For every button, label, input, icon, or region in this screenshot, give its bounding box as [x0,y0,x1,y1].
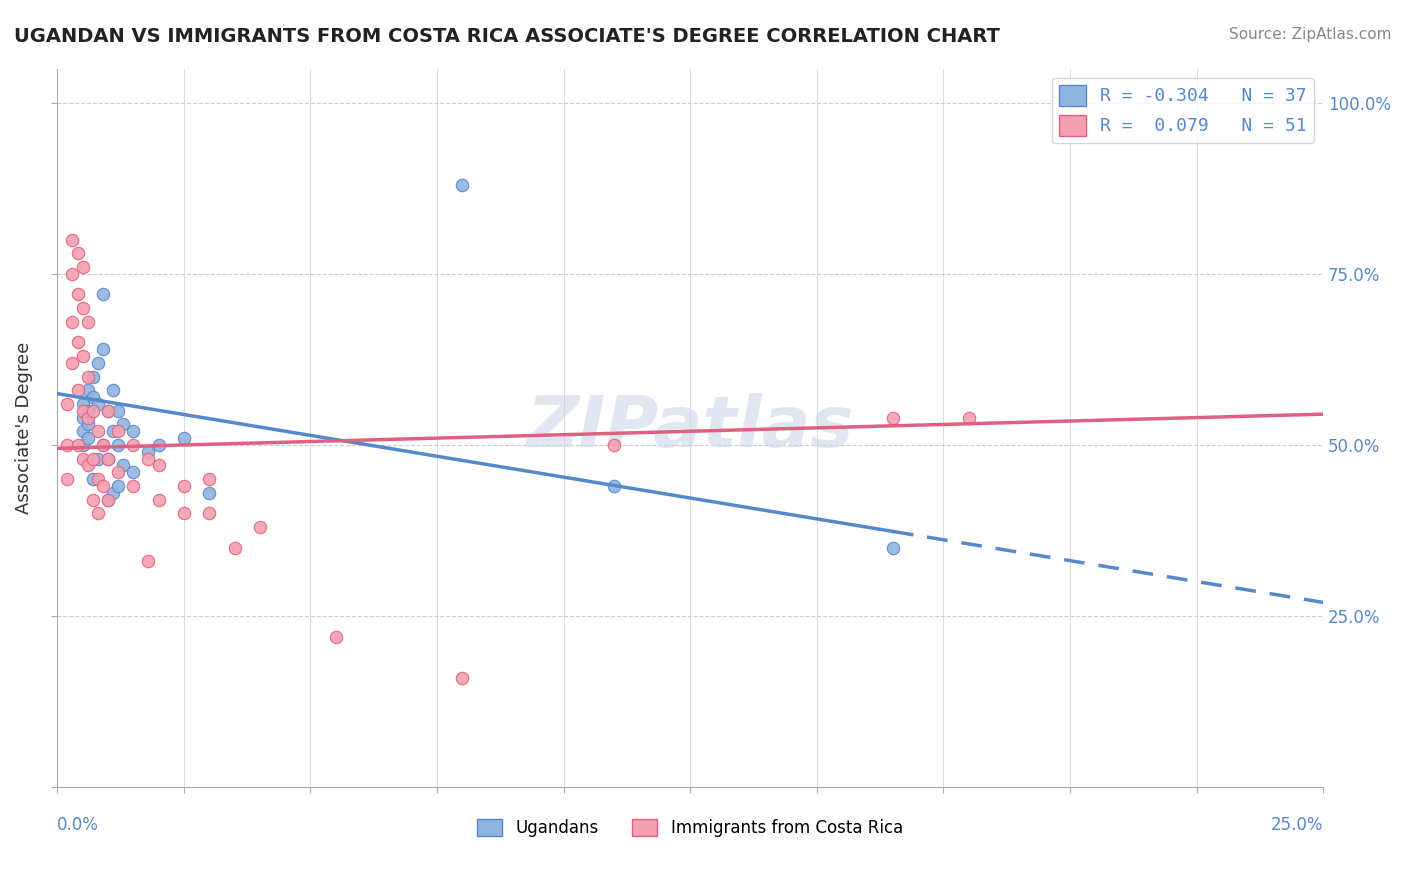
Point [76,458,98,473]
Point [82,492,104,507]
Point [451,178,474,192]
Point [76,417,98,432]
Point [107,403,129,417]
Point [91,287,114,301]
Point [87,507,110,521]
Point [66,287,89,301]
Point [87,356,110,370]
Point [56,472,79,486]
Point [72,260,94,274]
Point [91,438,114,452]
Point [62,267,84,281]
Text: 25.0%: 25.0% [1271,816,1323,834]
Point [148,438,170,452]
Point [101,424,124,438]
Point [107,466,129,480]
Point [97,492,120,507]
Point [82,369,104,384]
Y-axis label: Associate's Degree: Associate's Degree [15,342,32,514]
Point [76,403,98,417]
Point [122,438,145,452]
Point [112,417,135,432]
Point [76,383,98,397]
Point [72,451,94,466]
Point [957,410,980,425]
Point [603,479,626,493]
Point [66,383,89,397]
Text: UGANDAN VS IMMIGRANTS FROM COSTA RICA ASSOCIATE'S DEGREE CORRELATION CHART: UGANDAN VS IMMIGRANTS FROM COSTA RICA AS… [14,27,1000,45]
Point [101,383,124,397]
Point [66,438,89,452]
Point [882,410,904,425]
Point [122,466,145,480]
Point [62,233,84,247]
Point [76,431,98,445]
Point [82,390,104,404]
Point [224,541,246,555]
Point [249,520,271,534]
Point [97,451,120,466]
Point [56,438,79,452]
Point [87,451,110,466]
Point [66,335,89,350]
Point [72,410,94,425]
Point [122,424,145,438]
Point [56,397,79,411]
Point [97,403,120,417]
Point [82,403,104,417]
Point [173,507,195,521]
Point [72,424,94,438]
Point [91,342,114,356]
Point [97,492,120,507]
Point [87,397,110,411]
Point [122,479,145,493]
Point [87,424,110,438]
Point [603,438,626,452]
Point [97,403,120,417]
Point [107,424,129,438]
Point [148,458,170,473]
Point [76,369,98,384]
Legend: R = -0.304   N = 37, R =  0.079   N = 51: R = -0.304 N = 37, R = 0.079 N = 51 [1052,78,1315,143]
Point [62,315,84,329]
Point [138,451,160,466]
Point [72,397,94,411]
Point [72,301,94,315]
Point [107,479,129,493]
Point [72,403,94,417]
Point [198,507,221,521]
Point [451,671,474,685]
Point [198,486,221,500]
Text: ZIPatlas: ZIPatlas [526,393,853,462]
Point [72,349,94,363]
Point [97,451,120,466]
Point [148,492,170,507]
Point [82,451,104,466]
Point [72,438,94,452]
Point [82,472,104,486]
Point [325,630,347,644]
Point [91,479,114,493]
Text: 0.0%: 0.0% [58,816,100,834]
Point [198,472,221,486]
Point [138,445,160,459]
Point [62,356,84,370]
Text: Source: ZipAtlas.com: Source: ZipAtlas.com [1229,27,1392,42]
Point [173,431,195,445]
Point [882,541,904,555]
Point [112,458,135,473]
Point [76,315,98,329]
Point [87,472,110,486]
Point [76,410,98,425]
Point [107,438,129,452]
Point [66,246,89,260]
Point [91,438,114,452]
Point [138,554,160,568]
Point [101,486,124,500]
Point [173,479,195,493]
